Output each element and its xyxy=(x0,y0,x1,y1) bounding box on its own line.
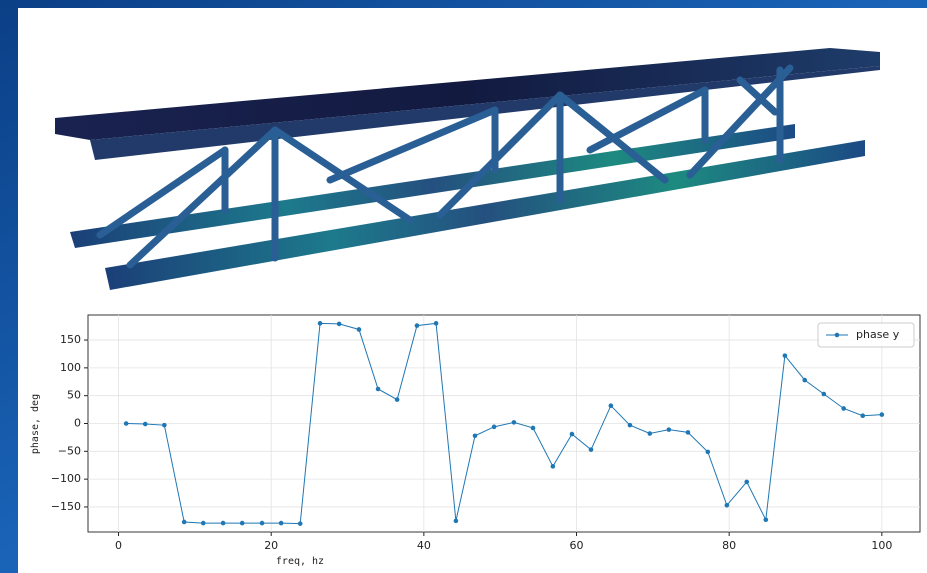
point xyxy=(162,422,167,428)
y-tick-label: −100 xyxy=(51,472,81,485)
point xyxy=(142,421,148,427)
x-tick-label: 60 xyxy=(570,539,584,552)
point xyxy=(491,424,497,430)
point xyxy=(278,520,284,526)
point xyxy=(317,321,323,326)
point xyxy=(220,520,226,526)
point xyxy=(530,425,536,431)
front-chord xyxy=(105,140,865,290)
point xyxy=(685,430,691,435)
point xyxy=(588,447,594,452)
point xyxy=(356,327,362,332)
point xyxy=(200,520,206,526)
x-tick-label: 40 xyxy=(417,539,431,552)
series-line xyxy=(126,322,882,525)
legend-box xyxy=(817,322,915,348)
point xyxy=(763,517,769,523)
point xyxy=(414,323,420,328)
back-chord xyxy=(70,124,795,248)
point xyxy=(472,433,478,439)
legend-marker xyxy=(834,332,840,338)
point xyxy=(453,518,459,524)
point xyxy=(627,422,633,428)
y-tick-label: 150 xyxy=(60,333,81,346)
x-tick-label: 80 xyxy=(722,539,736,552)
point xyxy=(724,502,730,508)
point xyxy=(259,520,265,526)
point xyxy=(239,520,245,526)
x-tick-label: 100 xyxy=(871,539,892,552)
point xyxy=(181,519,187,525)
point xyxy=(666,427,672,432)
point xyxy=(569,431,575,437)
point xyxy=(608,403,614,408)
x-axis-label: freq, hz xyxy=(276,556,324,567)
y-tick-label: 100 xyxy=(60,361,81,374)
y-tick-label: −50 xyxy=(58,444,81,457)
y-tick-label: 50 xyxy=(67,389,81,402)
point xyxy=(841,406,846,411)
diagonals xyxy=(96,64,794,269)
point xyxy=(744,479,750,485)
point xyxy=(336,321,342,327)
point xyxy=(860,413,866,419)
point xyxy=(550,464,556,469)
point xyxy=(821,391,827,397)
x-tick-label: 20 xyxy=(264,539,278,552)
point xyxy=(647,431,653,436)
point xyxy=(802,377,808,383)
top-deck xyxy=(55,48,880,140)
y-tick-label: −150 xyxy=(51,500,81,513)
point xyxy=(297,521,303,526)
point xyxy=(123,421,129,426)
y-tick-label: 0 xyxy=(74,417,81,430)
y-axis-label: phase, deg xyxy=(30,394,41,454)
point xyxy=(782,353,788,358)
point xyxy=(705,449,711,455)
point xyxy=(511,420,517,425)
legend-label: phase y xyxy=(856,328,900,341)
truss-render xyxy=(55,48,880,290)
point xyxy=(394,397,400,402)
point xyxy=(879,412,885,417)
x-tick-label: 0 xyxy=(115,539,122,552)
point xyxy=(375,386,381,392)
point xyxy=(433,321,439,326)
